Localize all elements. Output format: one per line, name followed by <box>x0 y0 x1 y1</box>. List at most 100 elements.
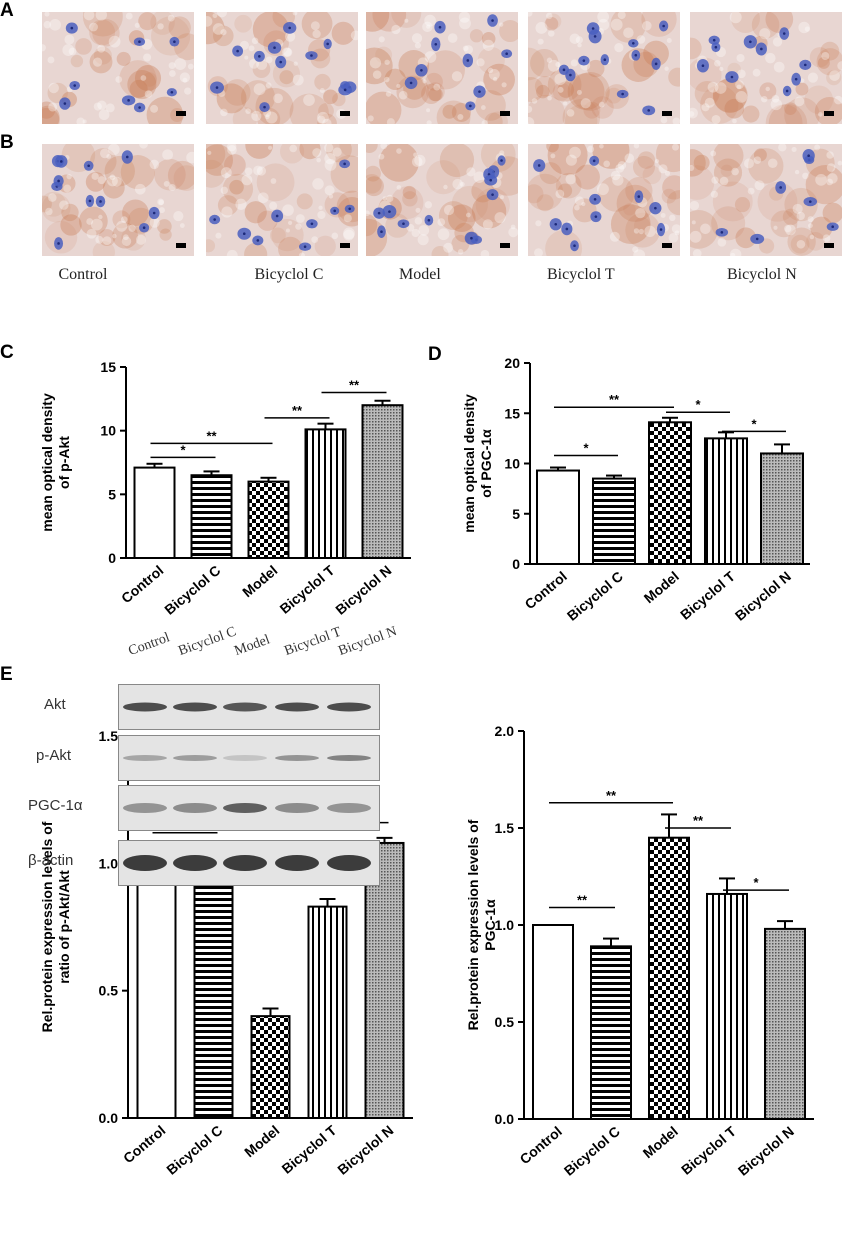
y-axis-label: Rel.protein expression levels ofratio of… <box>39 821 72 1032</box>
y-tick-label: 0.0 <box>99 1110 119 1126</box>
bar-bicyclol-n <box>760 452 804 565</box>
chart-e-p-akt-akt-ratio: 0.0 0.5 1.0 1.5 Rel.protein expression level… <box>39 728 413 1178</box>
blot-strip-2 <box>118 735 380 781</box>
micrograph-label-4: Bicyclol T <box>547 266 615 283</box>
blot-lane-label-4: Bicyclol T <box>282 624 344 660</box>
scale-bar <box>662 111 672 116</box>
scale-bar <box>176 243 186 248</box>
significance-label: ** <box>349 377 360 392</box>
y-tick-label: 0.0 <box>495 1111 515 1127</box>
significance-label: ** <box>606 788 617 803</box>
bar-model <box>648 836 690 1120</box>
bar-bicyclol-n <box>364 841 405 1120</box>
scale-bar <box>176 111 186 116</box>
micrograph-a-5 <box>690 12 842 124</box>
x-tick-label: Control <box>522 568 570 612</box>
y-tick-label: 5 <box>512 506 520 522</box>
y-tick-label: 0.5 <box>99 983 119 999</box>
micrograph-label-3: Model <box>399 266 441 283</box>
micrograph-a-4 <box>528 12 680 124</box>
significance-label: ** <box>577 893 588 908</box>
bar-bicyclol-t <box>307 905 348 1119</box>
panel-letter-b: B <box>0 132 14 153</box>
micrograph-label-1: Control <box>58 266 108 283</box>
y-axis-label: mean optical densityof p-Akt <box>39 393 72 532</box>
panel-letter-d: D <box>428 344 442 365</box>
y-tick-label: 10 <box>504 456 520 472</box>
scale-bar <box>340 243 350 248</box>
x-tick-label: Bicyclol T <box>677 568 738 623</box>
y-tick-label: 1.0 <box>99 855 119 871</box>
bar-bicyclol-c <box>592 477 636 565</box>
y-tick-label: 15 <box>504 405 520 421</box>
significance-label: * <box>583 440 589 455</box>
x-tick-label: Bicyclol N <box>735 1123 797 1179</box>
significance-label: ** <box>693 813 704 828</box>
blot-row-label-3: PGC-1α <box>28 797 83 814</box>
significance-label: ** <box>292 403 303 418</box>
y-tick-label: 2.0 <box>495 723 515 739</box>
x-tick-label: Model <box>241 1122 282 1160</box>
micrograph-b-2 <box>206 144 358 256</box>
x-tick-label: Bicyclol C <box>564 568 626 624</box>
bar-bicyclol-c <box>190 474 233 559</box>
blot-lane-label-1: Control <box>126 630 172 660</box>
blot-strip-3 <box>118 785 380 831</box>
significance-label: * <box>695 397 701 412</box>
blot-row-label-2: p-Akt <box>36 747 72 764</box>
blot-lane-label-3: Model <box>232 632 273 660</box>
panel-letter-a: A <box>0 0 14 21</box>
bar-bicyclol-c <box>193 849 234 1119</box>
x-tick-label: Model <box>641 568 682 606</box>
y-tick-label: 10 <box>100 423 116 439</box>
panel-letter-e: E <box>0 664 13 685</box>
micrograph-b-3 <box>366 144 518 256</box>
blot-strip-1 <box>118 684 380 730</box>
bar-control <box>136 862 177 1119</box>
x-tick-label: Bicyclol T <box>678 1123 739 1178</box>
panel-letter-c: C <box>0 342 14 363</box>
bar-bicyclol-t <box>704 437 748 565</box>
y-tick-label: 5 <box>108 486 116 502</box>
micrograph-b-4 <box>528 144 680 256</box>
scale-bar <box>340 111 350 116</box>
x-tick-label: Bicyclol T <box>276 562 337 617</box>
significance-label: * <box>753 875 759 890</box>
micrograph-label-2: Bicyclol C <box>254 266 324 283</box>
scale-bar <box>500 111 510 116</box>
x-tick-label: Control <box>118 562 166 606</box>
bar-bicyclol-t <box>304 428 347 560</box>
y-tick-label: 1.5 <box>99 728 119 744</box>
bar-model <box>648 421 692 565</box>
bar-bicyclol-n <box>764 927 806 1120</box>
y-tick-label: 0 <box>108 550 116 566</box>
y-tick-label: 0 <box>512 556 520 572</box>
bar-model <box>250 1015 291 1119</box>
chart-d-pgc1a-density: 0 5 10 15 20 mean optical densityof PGC-1α Con… <box>461 355 810 624</box>
micrograph-a-3 <box>366 12 518 124</box>
y-tick-label: 15 <box>100 359 116 375</box>
x-tick-label: Bicyclol T <box>278 1122 339 1177</box>
x-tick-label: Bicyclol C <box>561 1123 623 1179</box>
blot-lane-label-2: Bicyclol C <box>176 624 239 660</box>
scale-bar <box>500 243 510 248</box>
bar-control <box>133 466 176 559</box>
significance-label: * <box>751 416 757 431</box>
scale-bar <box>824 243 834 248</box>
bar-control <box>532 924 574 1120</box>
significance-label: ** <box>609 392 620 407</box>
micrograph-label-5: Bicyclol N <box>727 266 797 283</box>
bar-bicyclol-t <box>706 892 748 1120</box>
x-tick-label: Bicyclol N <box>732 568 794 624</box>
chart-e-pgc1a-expression: 0.0 0.5 1.0 1.5 2.0 Rel.protein expression le… <box>465 723 814 1179</box>
y-tick-label: 20 <box>504 355 520 371</box>
micrograph-a-1 <box>42 12 194 124</box>
bar-model <box>247 480 290 559</box>
y-tick-label: 0.5 <box>495 1014 515 1030</box>
chart-c-p-akt-density: 0 5 10 15 mean optical densityof p-Akt Contro… <box>39 359 411 618</box>
blot-strip-4 <box>118 840 380 886</box>
x-tick-label: Bicyclol C <box>161 562 223 618</box>
bar-control <box>536 469 580 565</box>
y-tick-label: 1.5 <box>495 820 515 836</box>
bar-bicyclol-c <box>590 945 632 1120</box>
